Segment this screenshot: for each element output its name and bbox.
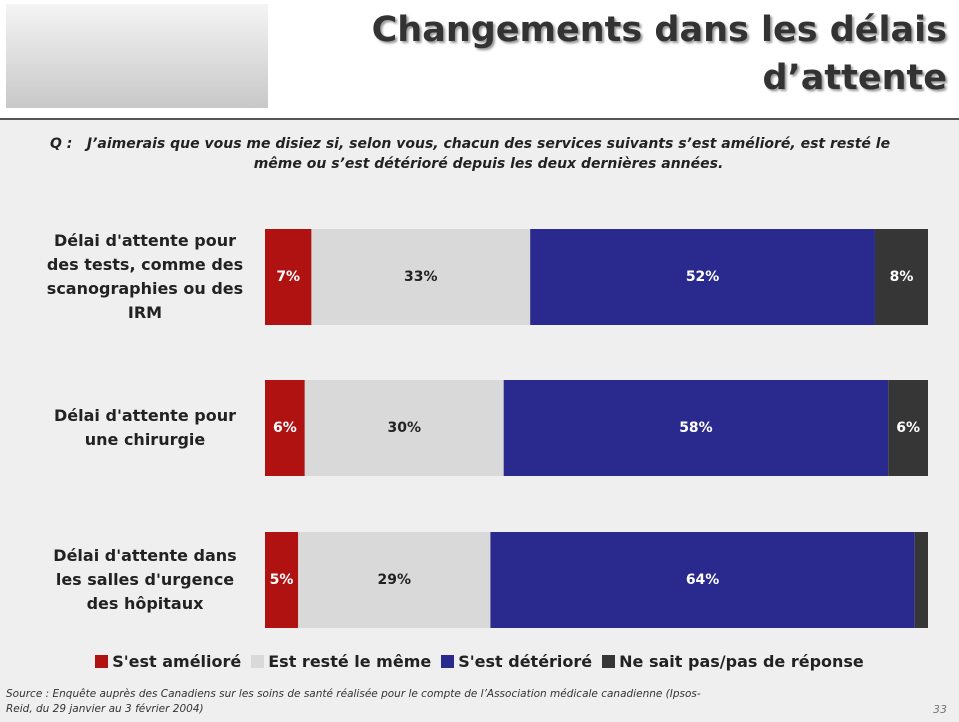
value-label: 33% xyxy=(404,269,438,285)
category-label: Délai d'attente pour une chirurgie xyxy=(40,404,250,452)
legend-swatch xyxy=(95,655,108,668)
bar-segment xyxy=(915,532,928,628)
legend-label: S'est amélioré xyxy=(112,652,241,671)
category-label: Délai d'attente pour des tests, comme de… xyxy=(40,229,250,325)
legend-item: S'est détérioré xyxy=(441,652,592,671)
value-label: 29% xyxy=(378,572,412,588)
legend-item: Est resté le même xyxy=(251,652,431,671)
legend-item: S'est amélioré xyxy=(95,652,241,671)
value-label: 6% xyxy=(273,420,297,436)
slide: Changements dans les délais d’attente Q … xyxy=(0,0,959,722)
legend-swatch xyxy=(251,655,264,668)
legend-item: Ne sait pas/pas de réponse xyxy=(602,652,864,671)
legend-label: Ne sait pas/pas de réponse xyxy=(619,652,864,671)
legend-swatch xyxy=(602,655,615,668)
value-label: 52% xyxy=(686,269,720,285)
page-number: 33 xyxy=(933,703,947,716)
value-label: 8% xyxy=(890,269,914,285)
legend-label: S'est détérioré xyxy=(458,652,592,671)
value-label: 7% xyxy=(276,269,300,285)
source: Source : Enquête auprès des Canadiens su… xyxy=(6,687,726,717)
value-label: 64% xyxy=(686,572,720,588)
legend-label: Est resté le même xyxy=(268,652,431,671)
value-label: 5% xyxy=(270,572,294,588)
legend: S'est amélioré Est resté le même S'est dét… xyxy=(0,652,959,671)
value-label: 6% xyxy=(896,420,920,436)
value-label: 58% xyxy=(679,420,713,436)
category-label: Délai d'attente dans les salles d'urgenc… xyxy=(40,544,250,616)
value-label: 30% xyxy=(387,420,421,436)
legend-swatch xyxy=(441,655,454,668)
